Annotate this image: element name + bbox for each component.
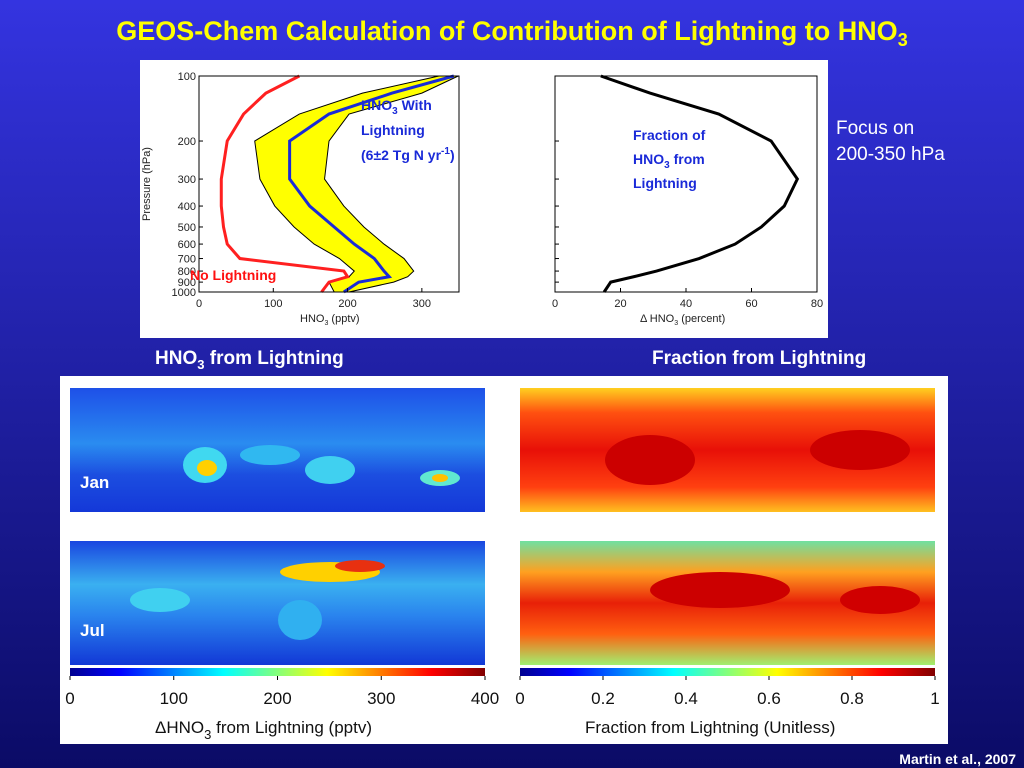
annotation: Fraction of HNO3 from Lightning	[633, 127, 706, 191]
fraction-chart: 0 20 40 60 80	[552, 74, 823, 310]
section-title: HNO3 from Lightning	[155, 348, 344, 372]
colorbar-label: ΔHNO3 from Lightning (pptv)	[155, 718, 372, 742]
citation: Martin et al., 2007	[899, 751, 1016, 767]
colorbar-tick-label: 0	[515, 689, 524, 708]
svg-text:Fraction of: Fraction of	[633, 127, 706, 143]
x-tick-label: 0	[196, 298, 202, 310]
y-tick-label: 400	[178, 201, 196, 213]
map-jan-fraction	[520, 388, 935, 512]
y-tick-label: 1000	[172, 287, 196, 299]
y-tick-label: 200	[178, 136, 196, 148]
colorbar-tick-label: 0.2	[591, 689, 615, 708]
x-axis-label: HNO3 (pptv)	[300, 313, 360, 327]
slide-title: GEOS-Chem Calculation of Contribution of…	[116, 16, 907, 50]
section-title: Fraction from Lightning	[652, 348, 866, 369]
svg-text:HNO3 With: HNO3 With	[361, 97, 432, 117]
x-tick-label: 100	[264, 298, 282, 310]
plot-frame	[198, 75, 460, 293]
svg-text:Lightning: Lightning	[633, 175, 697, 191]
profile-panel	[140, 60, 828, 338]
svg-text:Lightning: Lightning	[361, 122, 425, 138]
map-jan-hno3	[70, 388, 485, 512]
map-jul-hno3	[70, 541, 485, 665]
colorbar-tick-label: 0.6	[757, 689, 781, 708]
svg-text:(6±2 Tg N yr-1): (6±2 Tg N yr-1)	[361, 146, 455, 163]
month-label: Jan	[80, 473, 109, 492]
colorbar-tick-label: 1	[930, 689, 939, 708]
colorbar-tick-label: 0.8	[840, 689, 864, 708]
annotation: HNO3 With Lightning (6±2 Tg N yr-1)	[361, 97, 455, 163]
y-tick-label: 500	[178, 222, 196, 234]
month-label: Jul	[80, 621, 105, 640]
colorbar-label: Fraction from Lightning (Unitless)	[585, 718, 835, 737]
y-tick-label: 100	[178, 71, 196, 83]
y-axis-label: Pressure (hPa)	[141, 147, 153, 221]
map-jul-fraction	[520, 541, 935, 665]
annotation: No Lightning	[190, 267, 276, 283]
profile-line	[600, 74, 800, 293]
focus-note: Focus on	[836, 118, 914, 139]
y-tick-label: 700	[178, 254, 196, 266]
colorbar-tick-label: 400	[471, 689, 499, 708]
x-tick-label: 20	[614, 298, 626, 310]
svg-text:HNO3 from: HNO3 from	[633, 151, 705, 171]
colorbar-tick-label: 200	[263, 689, 291, 708]
y-tick-label: 600	[178, 239, 196, 251]
x-tick-label: 60	[745, 298, 757, 310]
colorbar-tick-label: 0.4	[674, 689, 698, 708]
colorbar	[70, 668, 485, 676]
y-tick-label: 800	[178, 266, 196, 278]
profile-line	[288, 74, 455, 294]
x-tick-label: 40	[680, 298, 692, 310]
x-tick-label: 0	[552, 298, 558, 310]
profile-line	[219, 74, 350, 293]
y-tick-label: 300	[178, 174, 196, 186]
x-tick-label: 200	[338, 298, 356, 310]
x-tick-label: 300	[413, 298, 431, 310]
x-tick-label: 80	[811, 298, 823, 310]
x-axis-label: Δ HNO3 (percent)	[640, 313, 725, 327]
y-tick-label: 900	[178, 277, 196, 289]
colorbar-tick-label: 0	[65, 689, 74, 708]
focus-note: 200-350 hPa	[836, 144, 945, 165]
colorbar-tick-label: 100	[160, 689, 188, 708]
colorbar-ticks: 0 100 200 300 400 0 0.2 0.4 0.6 0.8 1	[65, 676, 940, 708]
profile-chart: 0 100 200 300 100 200 300 400 500 600 700800900100…	[172, 71, 460, 310]
colorbar	[520, 668, 935, 676]
colorbar-tick-label: 300	[367, 689, 395, 708]
